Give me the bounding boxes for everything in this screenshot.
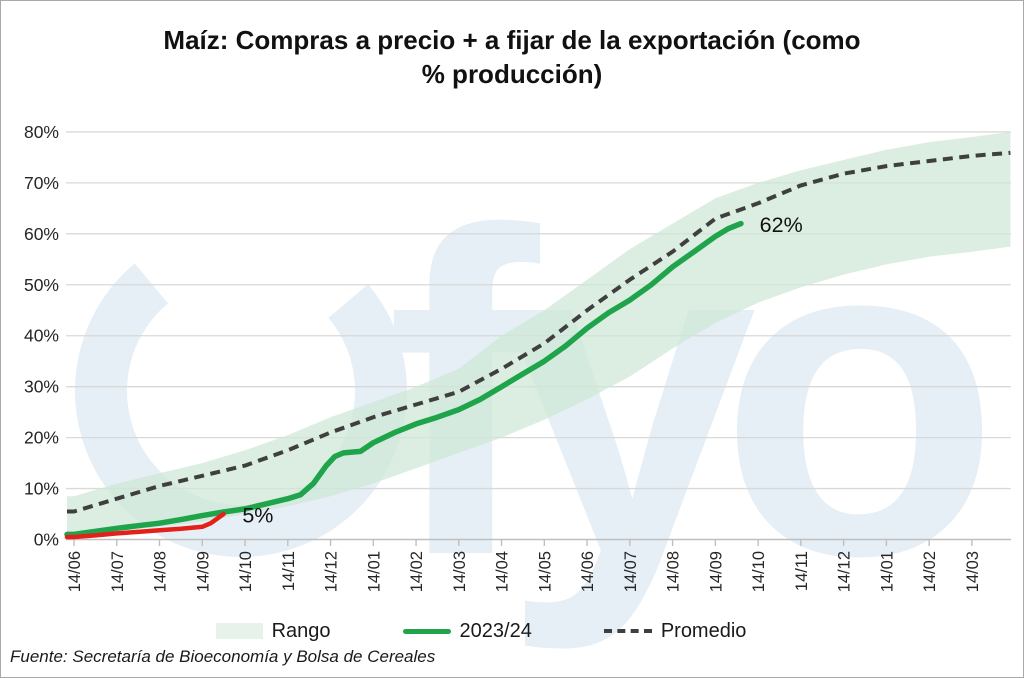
x-tick-label: 14/01 xyxy=(365,551,383,592)
y-tick-label: 50% xyxy=(24,275,59,295)
x-tick-label: 14/03 xyxy=(964,551,982,592)
line-2023-24 xyxy=(64,220,744,538)
x-tick-label: 14/07 xyxy=(109,551,127,592)
x-tick-label: 14/09 xyxy=(194,551,212,592)
red-line-current xyxy=(64,511,226,540)
legend-item-rango: Rango xyxy=(215,619,331,643)
annotation-62pct: 62% xyxy=(760,213,803,237)
legend: Rango 2023/24 Promedio xyxy=(41,617,921,645)
x-tick-label: 14/02 xyxy=(408,551,426,592)
legend-item-promedio: Promedio xyxy=(603,619,747,643)
legend-item-2023-24: 2023/24 xyxy=(402,619,532,643)
chart-title: Maíz: Compras a precio + a fijar de la e… xyxy=(163,25,861,90)
y-tick-label: 30% xyxy=(24,377,59,397)
x-tick-label: 14/11 xyxy=(280,551,298,591)
legend-swatch-band xyxy=(215,623,263,639)
x-tick-label: 14/05 xyxy=(536,551,554,592)
legend-swatch-dashed xyxy=(603,629,652,633)
annotation-5pct: 5% xyxy=(242,504,273,528)
y-tick-label: 80% xyxy=(24,122,59,142)
promedio-line xyxy=(67,150,1011,514)
x-tick-label: 14/08 xyxy=(665,551,683,592)
range-band xyxy=(67,131,1011,537)
x-tick-label: 14/07 xyxy=(622,551,640,592)
y-tick-label: 0% xyxy=(34,530,59,550)
legend-label: Promedio xyxy=(660,619,747,642)
y-tick-label: 40% xyxy=(24,326,59,346)
x-tick-label: 14/11 xyxy=(793,551,811,591)
y-tick-label: 20% xyxy=(24,428,59,448)
x-tick-label: 14/03 xyxy=(451,551,469,592)
x-tick-label: 14/10 xyxy=(750,551,768,592)
legend-label: 2023/24 xyxy=(459,619,532,642)
x-tick-label: 14/02 xyxy=(921,551,939,592)
y-tick-label: 70% xyxy=(24,173,59,193)
x-tick-label: 14/09 xyxy=(707,551,725,592)
x-tick-label: 14/10 xyxy=(237,551,255,592)
legend-swatch-line xyxy=(402,628,451,634)
x-tick-label: 14/06 xyxy=(66,551,84,592)
x-tick-label: 14/01 xyxy=(878,551,896,592)
x-tick-label: 14/12 xyxy=(836,551,854,592)
x-tick-label: 14/04 xyxy=(494,551,512,592)
y-tick-label: 60% xyxy=(24,224,59,244)
x-tick-label: 14/08 xyxy=(152,551,170,592)
x-tick-label: 14/06 xyxy=(579,551,597,592)
y-tick-label: 10% xyxy=(24,479,59,499)
legend-label: Rango xyxy=(271,619,331,642)
x-tick-label: 14/12 xyxy=(323,551,341,592)
source-note: Fuente: Secretaría de Bioeconomía y Bols… xyxy=(10,647,436,666)
